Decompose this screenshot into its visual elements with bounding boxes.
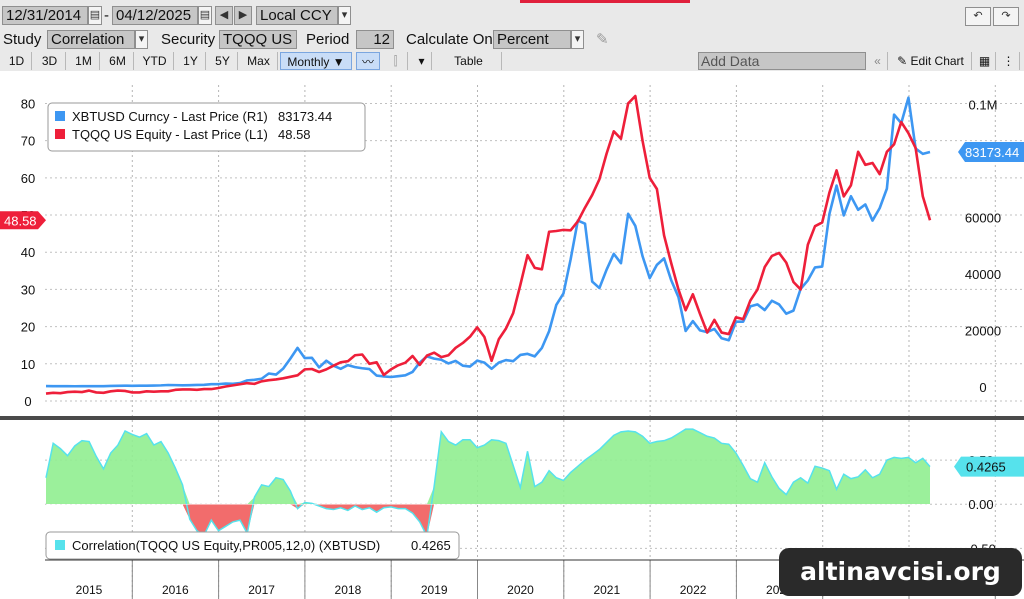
correlation-legend[interactable]: Correlation(TQQQ US Equity,PR005,12,0) (… xyxy=(45,531,460,560)
edit-pencil-icon: ✎ xyxy=(897,54,911,68)
start-date-calendar-icon[interactable]: ▤ xyxy=(88,6,102,25)
add-data-field[interactable]: Add Data xyxy=(698,52,866,70)
left-tick-label: 20 xyxy=(21,320,35,335)
corr-last-value-label: 0.4265 xyxy=(966,460,1006,475)
right-tick-label: 60000 xyxy=(965,210,1001,225)
collapse-icon[interactable]: « xyxy=(868,52,888,70)
tqqq-legend-value: 48.58 xyxy=(278,127,311,142)
bar-chart-icon[interactable]: ⫿ xyxy=(384,52,408,70)
tqqq-legend-swatch xyxy=(55,129,65,139)
table-button[interactable]: Table xyxy=(436,52,502,70)
prev-period-icon[interactable]: ◀ xyxy=(215,6,233,25)
end-date-field[interactable]: 04/12/2025 xyxy=(112,6,198,25)
left-tick-label: 0 xyxy=(24,394,31,409)
corr-legend-value: 0.4265 xyxy=(411,538,451,553)
chart-type-dropdown-icon[interactable]: ▾ xyxy=(412,52,432,70)
period-field[interactable]: 12 xyxy=(356,30,394,49)
period-label: Period xyxy=(306,31,350,48)
chart-settings-icon[interactable]: ▦ xyxy=(974,52,996,70)
xbt-legend-swatch xyxy=(55,111,65,121)
start-date-field[interactable]: 12/31/2014 xyxy=(2,6,88,25)
price-panel-gridlines xyxy=(45,102,1024,402)
x-tick-label: 2018 xyxy=(335,583,362,597)
left-tick-label: 40 xyxy=(21,245,35,260)
left-tick-label: 80 xyxy=(21,96,35,111)
security-label: Security xyxy=(161,31,216,48)
corr-legend-swatch xyxy=(55,540,65,550)
study-label: Study xyxy=(3,31,42,48)
correlation-area xyxy=(45,428,931,539)
next-period-icon[interactable]: ▶ xyxy=(234,6,252,25)
range-button-1d[interactable]: 1D xyxy=(2,52,32,70)
more-options-icon[interactable]: ⋮ xyxy=(998,52,1020,70)
frequency-select[interactable]: Monthly ▼ xyxy=(280,52,352,70)
panel-divider[interactable] xyxy=(0,416,1024,420)
x-tick-label: 2021 xyxy=(593,583,620,597)
right-tick-label: 40000 xyxy=(965,267,1001,282)
range-button-max[interactable]: Max xyxy=(240,52,278,70)
left-tick-label: 10 xyxy=(21,357,35,372)
redo-icon[interactable]: ↷ xyxy=(993,7,1019,26)
tqqq-last-value-marker: 48.58 xyxy=(0,211,46,230)
study-dropdown-icon[interactable]: ▾ xyxy=(135,30,148,49)
price-lines xyxy=(45,94,932,395)
tqqq-last-value-label: 48.58 xyxy=(4,213,37,228)
study-select[interactable]: Correlation xyxy=(47,30,135,49)
end-date-calendar-icon[interactable]: ▤ xyxy=(198,6,212,25)
range-button-1m[interactable]: 1M xyxy=(68,52,100,70)
x-tick-label: 2020 xyxy=(507,583,534,597)
range-button-1y[interactable]: 1Y xyxy=(176,52,206,70)
right-tick-label: 0 xyxy=(979,380,986,395)
calculate-on-dropdown-icon[interactable]: ▾ xyxy=(571,30,584,49)
right-tick-label: 0.1M xyxy=(969,97,998,112)
tqqq-price-line xyxy=(45,94,932,395)
price-legend[interactable]: XBTUSD Curncy - Last Price (R1) 83173.44… xyxy=(47,102,366,152)
range-button-3d[interactable]: 3D xyxy=(34,52,66,70)
left-tick-label: 60 xyxy=(21,171,35,186)
chart-background xyxy=(0,71,1024,599)
pencil-icon[interactable]: ✎ xyxy=(596,31,609,48)
calculate-on-label: Calculate On xyxy=(406,31,493,48)
x-tick-label: 2019 xyxy=(421,583,448,597)
currency-dropdown-icon[interactable]: ▾ xyxy=(338,6,351,25)
correlation-line xyxy=(45,428,931,539)
range-button-ytd[interactable]: YTD xyxy=(136,52,174,70)
line-chart-icon[interactable]: 〰 xyxy=(356,52,380,70)
tqqq-legend-label: TQQQ US Equity - Last Price (L1) xyxy=(72,127,268,142)
x-tick-label: 2022 xyxy=(680,583,707,597)
range-button-5y[interactable]: 5Y xyxy=(208,52,238,70)
left-tick-label: 30 xyxy=(21,282,35,297)
correlation-positive-fill xyxy=(46,429,930,505)
x-tick-label: 2016 xyxy=(162,583,189,597)
x-tick-label: 2017 xyxy=(248,583,275,597)
calculate-on-select[interactable]: Percent xyxy=(493,30,571,49)
security-field[interactable]: TQQQ US E xyxy=(219,30,297,49)
watermark: altinavcisi.org xyxy=(779,548,1022,596)
xbt-price-line xyxy=(45,96,931,388)
xbt-legend-label: XBTUSD Curncy - Last Price (R1) xyxy=(72,109,268,124)
right-axis-labels: 0.1M 60000 40000 20000 0 xyxy=(965,97,1001,394)
xbt-last-value-marker: 83173.44 xyxy=(958,141,1024,162)
edit-chart-label: Edit Chart xyxy=(910,54,964,68)
x-tick-label: 2015 xyxy=(76,583,103,597)
correlation-negative-fill xyxy=(46,504,930,537)
range-button-6m[interactable]: 6M xyxy=(102,52,134,70)
undo-icon[interactable]: ↶ xyxy=(965,7,991,26)
currency-select[interactable]: Local CCY xyxy=(256,6,338,25)
right-tick-label: 20000 xyxy=(965,323,1001,338)
date-separator: - xyxy=(104,7,109,24)
corr-tick-label: 0.00 xyxy=(968,497,993,512)
corr-last-value-marker: 0.4265 xyxy=(954,456,1024,477)
edit-chart-button[interactable]: ✎ Edit Chart xyxy=(890,52,972,70)
left-tick-label: 70 xyxy=(21,134,35,149)
xbt-last-value-label: 83173.44 xyxy=(965,145,1019,160)
alert-strip xyxy=(520,0,690,3)
corr-legend-label: Correlation(TQQQ US Equity,PR005,12,0) (… xyxy=(72,538,380,553)
left-axis-labels: 80706040302010050 xyxy=(21,96,35,409)
xbt-legend-value: 83173.44 xyxy=(278,109,332,124)
